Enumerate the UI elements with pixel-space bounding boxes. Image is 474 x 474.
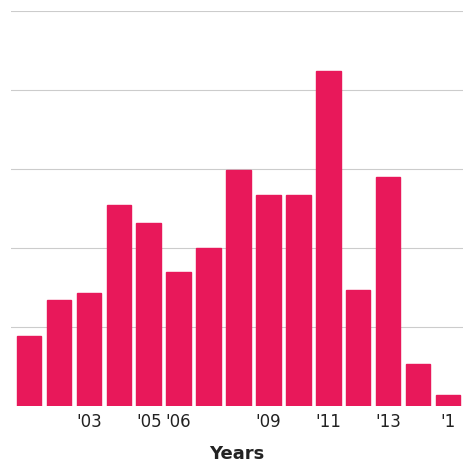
Bar	[137, 223, 161, 406]
Bar	[406, 364, 430, 406]
Bar	[166, 272, 191, 406]
X-axis label: Years: Years	[210, 445, 264, 463]
Bar	[376, 177, 401, 406]
Bar	[17, 336, 41, 406]
Bar	[196, 247, 221, 406]
Bar	[286, 195, 310, 406]
Bar	[316, 72, 340, 406]
Bar	[256, 195, 281, 406]
Bar	[226, 170, 251, 406]
Bar	[77, 293, 101, 406]
Bar	[346, 290, 371, 406]
Bar	[436, 395, 460, 406]
Bar	[47, 301, 71, 406]
Bar	[107, 205, 131, 406]
